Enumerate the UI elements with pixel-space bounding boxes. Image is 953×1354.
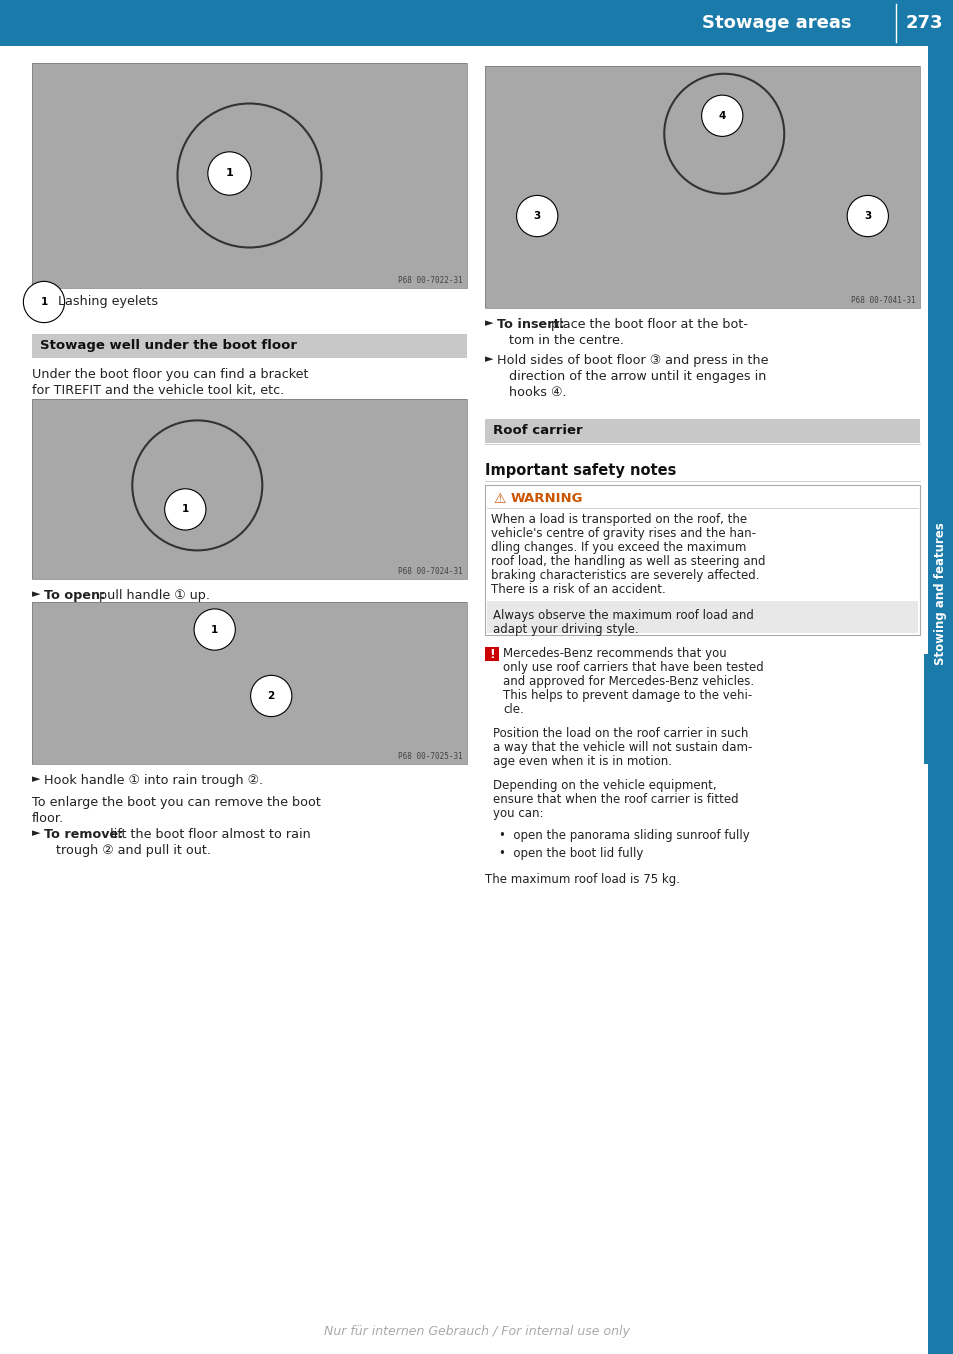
Text: P68 00-7041-31: P68 00-7041-31 [850, 297, 915, 305]
Text: 1: 1 [226, 168, 233, 179]
Text: direction of the arrow until it engages in: direction of the arrow until it engages … [509, 370, 765, 383]
Text: ►: ► [484, 353, 493, 364]
Text: This helps to prevent damage to the vehi-: This helps to prevent damage to the vehi… [502, 689, 752, 701]
Text: a way that the vehicle will not sustain dam-: a way that the vehicle will not sustain … [493, 741, 752, 754]
Text: braking characteristics are severely affected.: braking characteristics are severely aff… [491, 569, 759, 582]
Text: Hook handle ① into rain trough ②.: Hook handle ① into rain trough ②. [44, 774, 263, 787]
Text: Lashing eyelets: Lashing eyelets [58, 295, 158, 309]
Text: trough ② and pull it out.: trough ② and pull it out. [56, 844, 211, 857]
Text: you can:: you can: [493, 807, 543, 821]
Bar [32, 603, 467, 764]
Text: Under the boot floor you can find a bracket: Under the boot floor you can find a brac… [32, 368, 308, 380]
Text: 2: 2 [268, 691, 274, 701]
Text: 3: 3 [863, 211, 870, 221]
Text: !: ! [489, 647, 495, 661]
Text: WARNING: WARNING [511, 493, 583, 505]
Text: pull handle ① up.: pull handle ① up. [95, 589, 210, 603]
Text: place the boot floor at the bot-: place the boot floor at the bot- [546, 318, 747, 330]
Text: ►: ► [32, 829, 40, 838]
Text: vehicle's centre of gravity rises and the han-: vehicle's centre of gravity rises and th… [491, 527, 755, 540]
Text: To insert:: To insert: [497, 318, 564, 330]
Text: 3: 3 [533, 211, 540, 221]
Text: 273: 273 [904, 14, 942, 32]
Text: Stowage areas: Stowage areas [701, 14, 851, 32]
Text: Mercedes-Benz recommends that you: Mercedes-Benz recommends that you [502, 647, 726, 659]
Text: Hold sides of boot floor ③ and press in the: Hold sides of boot floor ③ and press in … [497, 353, 768, 367]
Text: Always observe the maximum roof load and: Always observe the maximum roof load and [493, 609, 753, 621]
Text: P68 00-7022-31: P68 00-7022-31 [397, 276, 462, 284]
Text: tom in the centre.: tom in the centre. [509, 334, 623, 347]
Text: 1: 1 [211, 624, 218, 635]
Text: Stowing and features: Stowing and features [934, 523, 946, 665]
Text: Position the load on the roof carrier in such: Position the load on the roof carrier in… [493, 727, 747, 741]
Text: for TIREFIT and the vehicle tool kit, etc.: for TIREFIT and the vehicle tool kit, et… [32, 385, 284, 397]
Text: and approved for Mercedes-Benz vehicles.: and approved for Mercedes-Benz vehicles. [502, 676, 753, 688]
Bar [32, 334, 467, 357]
Bar [484, 66, 919, 307]
Text: lift the boot floor almost to rain: lift the boot floor almost to rain [106, 829, 311, 841]
Bar [484, 66, 919, 307]
Bar [484, 418, 919, 443]
Text: P68 00-7024-31: P68 00-7024-31 [397, 567, 462, 575]
Text: 1: 1 [40, 297, 48, 307]
Text: Stowage well under the boot floor: Stowage well under the boot floor [40, 340, 296, 352]
Text: 1: 1 [181, 505, 189, 515]
Bar [0, 0, 953, 46]
Text: hooks ④.: hooks ④. [509, 386, 566, 399]
Bar [32, 603, 467, 764]
Bar [923, 654, 927, 764]
Bar [32, 399, 467, 580]
Text: When a load is transported on the roof, the: When a load is transported on the roof, … [491, 513, 746, 525]
Text: floor.: floor. [32, 812, 64, 825]
Text: There is a risk of an accident.: There is a risk of an accident. [491, 584, 665, 596]
Text: dling changes. If you exceed the maximum: dling changes. If you exceed the maximum [491, 542, 745, 554]
Text: 4: 4 [718, 111, 725, 121]
Text: age even when it is in motion.: age even when it is in motion. [493, 756, 671, 768]
Text: •  open the boot lid fully: • open the boot lid fully [498, 848, 642, 860]
Bar [486, 601, 917, 634]
Text: Important safety notes: Important safety notes [484, 463, 676, 478]
Bar [32, 399, 467, 580]
Bar [32, 64, 467, 288]
Text: cle.: cle. [502, 703, 523, 716]
Text: Nur für internen Gebrauch / For internal use only: Nur für internen Gebrauch / For internal… [324, 1326, 629, 1339]
Bar [484, 647, 498, 661]
Text: To enlarge the boot you can remove the boot: To enlarge the boot you can remove the b… [32, 796, 320, 808]
Text: ensure that when the roof carrier is fitted: ensure that when the roof carrier is fit… [493, 793, 738, 806]
FancyBboxPatch shape [484, 485, 919, 635]
Text: To open:: To open: [44, 589, 105, 603]
Bar [927, 46, 953, 1354]
Text: To remove:: To remove: [44, 829, 123, 841]
Text: ►: ► [32, 589, 40, 598]
Bar [32, 64, 467, 288]
Text: The maximum roof load is 75 kg.: The maximum roof load is 75 kg. [484, 873, 679, 886]
Text: adapt your driving style.: adapt your driving style. [493, 623, 638, 636]
Text: only use roof carriers that have been tested: only use roof carriers that have been te… [502, 661, 763, 674]
Text: Roof carrier: Roof carrier [493, 425, 582, 437]
Text: Depending on the vehicle equipment,: Depending on the vehicle equipment, [493, 779, 716, 792]
Text: P68 00-7025-31: P68 00-7025-31 [397, 751, 462, 761]
Text: ►: ► [32, 774, 40, 784]
Text: ⚠: ⚠ [493, 492, 505, 506]
Text: roof load, the handling as well as steering and: roof load, the handling as well as steer… [491, 555, 764, 567]
Text: ►: ► [484, 318, 493, 328]
Text: •  open the panorama sliding sunroof fully: • open the panorama sliding sunroof full… [498, 829, 749, 842]
